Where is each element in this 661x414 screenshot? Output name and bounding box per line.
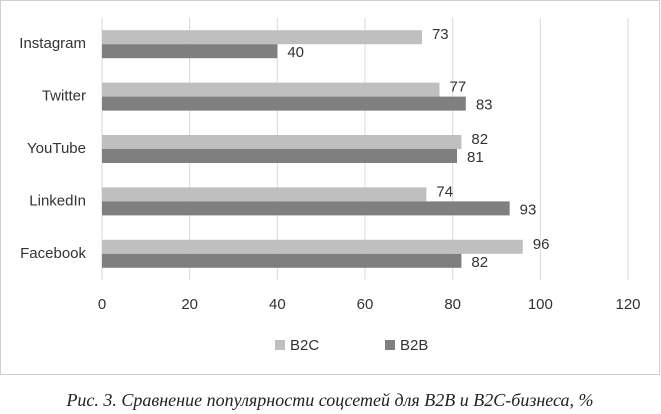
x-tick-label: 120 bbox=[615, 296, 640, 313]
bar bbox=[102, 149, 458, 163]
legend-label: B2B bbox=[400, 337, 428, 354]
bar bbox=[102, 253, 462, 268]
data-label: 96 bbox=[533, 236, 550, 253]
data-label: 81 bbox=[467, 149, 484, 166]
data-label: 93 bbox=[520, 201, 537, 218]
y-tick-label: LinkedIn bbox=[29, 192, 86, 209]
caption: Рис. 3. Сравнение популярности соцсетей … bbox=[65, 390, 593, 410]
bar bbox=[102, 82, 440, 97]
data-label: 40 bbox=[287, 44, 304, 61]
x-tick-label: 0 bbox=[98, 296, 106, 313]
bar bbox=[102, 44, 278, 59]
data-label: 82 bbox=[471, 254, 488, 271]
bar bbox=[102, 239, 523, 254]
x-tick-label: 20 bbox=[181, 296, 198, 313]
y-tick-label: Instagram bbox=[19, 35, 86, 52]
bar bbox=[102, 201, 510, 216]
x-tick-label: 100 bbox=[528, 296, 553, 313]
bar bbox=[102, 30, 422, 45]
data-label: 73 bbox=[432, 26, 449, 43]
x-tick-label: 60 bbox=[357, 296, 374, 313]
legend-label: B2C bbox=[290, 337, 319, 354]
data-label: 83 bbox=[476, 97, 493, 114]
bar bbox=[102, 135, 462, 149]
data-label: 82 bbox=[471, 131, 488, 148]
data-label: 74 bbox=[436, 183, 453, 200]
y-tick-label: YouTube bbox=[27, 140, 86, 157]
legend-swatch bbox=[385, 340, 395, 350]
y-tick-label: Twitter bbox=[42, 88, 86, 105]
y-tick-label: Facebook bbox=[20, 245, 86, 262]
legend-swatch bbox=[275, 340, 285, 350]
x-tick-label: 80 bbox=[444, 296, 461, 313]
x-tick-label: 40 bbox=[269, 296, 286, 313]
data-label: 77 bbox=[450, 79, 467, 96]
bar bbox=[102, 187, 427, 202]
bar bbox=[102, 96, 466, 111]
